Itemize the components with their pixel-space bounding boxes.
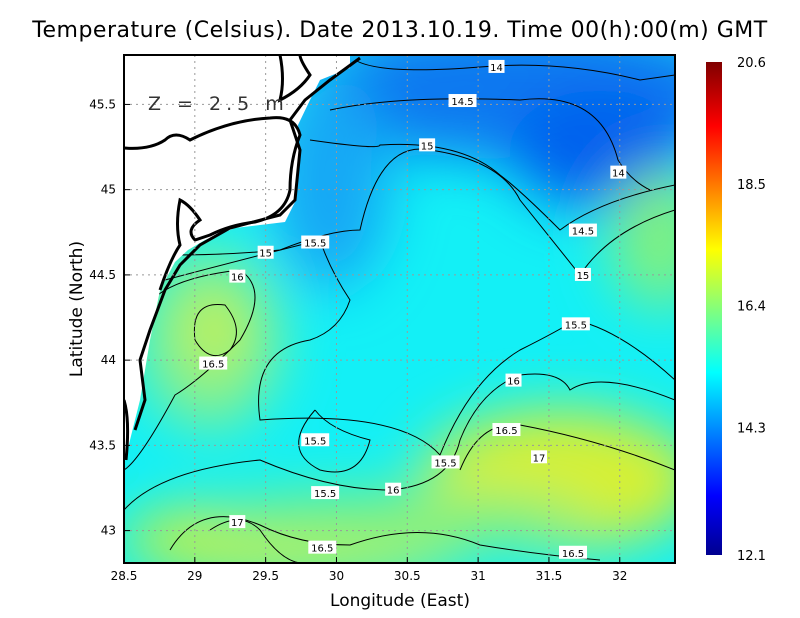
contour-label-bg — [199, 356, 228, 370]
contour-label-bg — [559, 545, 588, 559]
x-tick-label: 32 — [612, 569, 627, 583]
contour-label: 16 — [231, 273, 244, 284]
contour-label-bg — [301, 235, 330, 249]
contour-label-bg — [257, 245, 274, 259]
contour-label-bg — [311, 486, 340, 500]
contour-label: 15 — [421, 141, 434, 152]
y-axis-ticks: 43 43.5 44 44.5 45 45.5 — [89, 97, 130, 538]
colorbar-tick-label: 12.1 — [737, 549, 766, 564]
y-tick-label: 45 — [101, 183, 116, 197]
contour-label: 14 — [612, 169, 625, 180]
colorbar-ticks: 12.1 14.3 16.4 18.5 20.6 — [737, 56, 766, 564]
contour-label-bg — [385, 482, 402, 496]
x-tick-label: 29 — [187, 569, 202, 583]
contour-label: 15 — [577, 271, 590, 282]
x-tick-label: 30.5 — [394, 569, 421, 583]
contour-label-bg — [531, 450, 548, 464]
contour-label: 15.5 — [434, 458, 456, 469]
contour-label-bg — [229, 515, 246, 529]
contour-label-bg — [610, 165, 627, 179]
contour-label-bg — [301, 433, 330, 447]
y-tick-label: 43 — [101, 524, 116, 538]
contour-label: 14.5 — [572, 227, 594, 238]
contour-label-bg — [229, 269, 246, 283]
contour-label: 14 — [490, 63, 503, 74]
contour-label: 15.5 — [314, 489, 336, 500]
contour-label: 17 — [231, 518, 244, 529]
x-tick-label: 30 — [329, 569, 344, 583]
contour-label-bg — [574, 267, 591, 281]
contour-label-bg — [568, 223, 597, 237]
land — [124, 55, 361, 465]
contour-label: 14.5 — [451, 97, 473, 108]
x-tick-label: 31 — [470, 569, 485, 583]
y-axis-label: Latitude (North) — [67, 241, 87, 377]
contour-label: 16.5 — [202, 360, 224, 371]
contour-label-bg — [561, 317, 590, 331]
colorbar-tick-label: 14.3 — [737, 421, 766, 436]
contour-label: 16 — [387, 486, 400, 497]
colorbar-tick-label: 16.4 — [737, 300, 766, 315]
colorbar-tick-label: 20.6 — [737, 56, 766, 71]
plot-frame — [123, 54, 676, 564]
contour-label: 15 — [259, 249, 272, 260]
contour-label: 15.5 — [565, 320, 587, 331]
contour-label-bg — [492, 423, 521, 437]
contour-label-bg — [419, 138, 436, 152]
contour-label: 16.5 — [311, 544, 333, 555]
contour-label-bg — [488, 59, 505, 73]
depth-annotation: Z = 2.5 m — [148, 93, 289, 115]
contour-label: 16 — [507, 377, 520, 388]
x-tick-label: 28.5 — [111, 569, 138, 583]
chart-title: Temperature (Celsius). Date 2013.10.19. … — [32, 18, 768, 43]
colorbar-tick-label: 18.5 — [737, 178, 766, 193]
contour-labels: 14 14.5 15 14 14.5 15 15 15.5 16 15.5 16.5 16 16.5 15… — [199, 59, 627, 560]
y-tick-label: 45.5 — [89, 97, 116, 111]
contour-label: 15.5 — [304, 239, 326, 250]
contour-label-bg — [505, 373, 522, 387]
contour-label-bg — [308, 540, 337, 554]
y-tick-label: 44 — [101, 353, 116, 367]
contour-label: 16.5 — [495, 426, 517, 437]
contour-label-bg — [448, 94, 477, 108]
contour-label: 15.5 — [304, 436, 326, 447]
y-tick-label: 44.5 — [89, 268, 116, 282]
contour-label: 16.5 — [562, 549, 584, 560]
contour-label-bg — [431, 455, 460, 469]
contour-label: 17 — [533, 453, 546, 464]
x-tick-label: 29.5 — [252, 569, 279, 583]
colorbar — [706, 62, 722, 555]
y-tick-label: 43.5 — [89, 438, 116, 452]
x-tick-label: 31.5 — [536, 569, 563, 583]
x-axis-ticks: 28.5 29 29.5 30 30.5 31 31.5 32 — [111, 557, 627, 583]
x-axis-label: Longitude (East) — [330, 591, 470, 611]
